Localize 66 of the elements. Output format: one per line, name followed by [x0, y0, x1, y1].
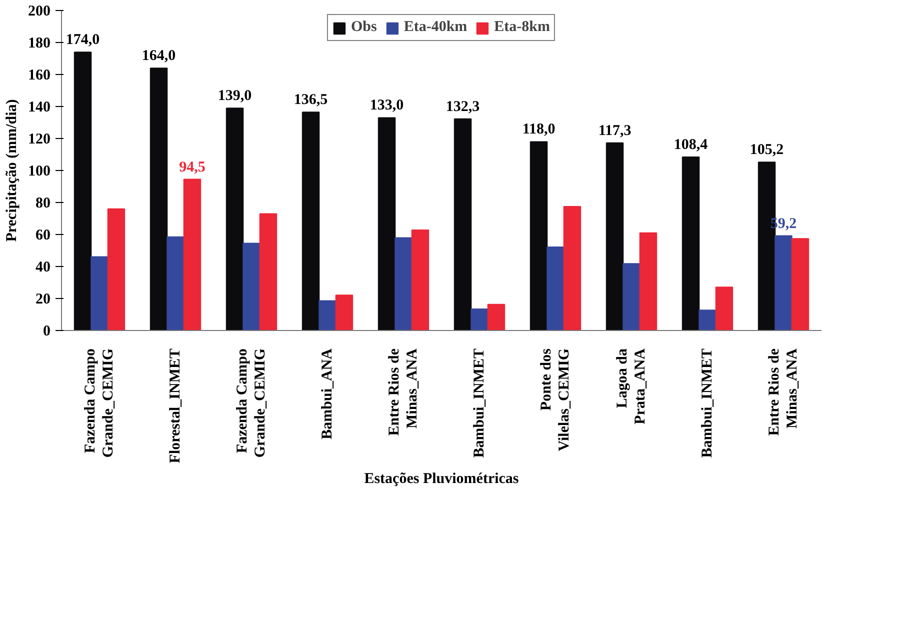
bar [470, 308, 488, 330]
y-tick-label: 120 [28, 132, 50, 148]
bar [394, 237, 412, 330]
y-tick-label: 100 [28, 164, 50, 180]
bar [183, 178, 202, 330]
x-tick-label: Florestal_INMET [168, 348, 184, 464]
bar [90, 256, 108, 330]
bar [378, 117, 396, 330]
data-label: 94,5 [179, 159, 206, 176]
x-tick-label: Lagoa da Prata_ANA [614, 348, 649, 424]
legend-label: Obs [350, 19, 377, 36]
data-label: 164,0 [142, 48, 176, 64]
x-axis-title: Estações Pluviométricas [364, 471, 519, 488]
bar [150, 68, 168, 330]
bar [546, 246, 564, 330]
y-tick-label: 40 [36, 260, 50, 276]
y-tick-label: 180 [28, 36, 50, 52]
bar [259, 213, 278, 330]
bar [318, 300, 336, 330]
y-tick-label: 160 [28, 68, 50, 84]
bar [107, 208, 126, 330]
data-label: 117,3 [598, 122, 632, 139]
bar [411, 230, 430, 330]
y-axis-title: Precipitação (mm/dia) [4, 99, 20, 242]
bar [774, 235, 792, 330]
data-label: 174,0 [66, 32, 100, 48]
y-tick-label: 20 [36, 292, 50, 308]
bar [74, 52, 92, 330]
bar [454, 118, 472, 330]
legend-label: Eta-40km [404, 19, 468, 36]
legend-label: Eta-8km [494, 19, 550, 36]
bar [530, 141, 548, 330]
bar [698, 310, 716, 330]
bar [226, 108, 244, 330]
x-tick-label: Fazenda Campo Grande_CEMIG [82, 348, 117, 458]
bar [639, 232, 658, 330]
bar [791, 238, 810, 330]
bar [606, 142, 624, 330]
data-label: 133,0 [370, 98, 404, 114]
x-tick-label: Bambui_INMET [472, 348, 488, 458]
y-tick-label: 60 [36, 228, 50, 244]
bar [302, 112, 320, 330]
data-label: 108,4 [674, 137, 708, 154]
y-tick-label: 80 [36, 196, 50, 212]
bar [335, 294, 354, 330]
data-label: 132,3 [446, 98, 480, 115]
y-tick-label: 140 [28, 100, 50, 116]
data-label: 136,5 [294, 92, 328, 108]
y-tick-label: 200 [28, 4, 50, 20]
bar [563, 206, 582, 330]
data-label: 105,2 [750, 142, 784, 158]
bar [487, 304, 506, 330]
x-tick-label: Entre Rios de Minas_ANA [766, 348, 801, 436]
bar [242, 242, 260, 330]
x-tick-label: Ponte dos Vilelas_CEMIG [538, 348, 573, 452]
y-tick-label: 0 [43, 324, 50, 340]
bar [622, 263, 640, 330]
x-tick-label: Bambui_ANA [320, 348, 336, 440]
bar [682, 156, 700, 330]
bar [166, 236, 184, 330]
data-label: 139,0 [218, 88, 252, 104]
bar [715, 286, 734, 330]
x-tick-label: Entre Rios de Minas_ANA [386, 348, 421, 436]
data-label: 118,0 [522, 122, 556, 138]
x-tick-label: Bambui_INMET [700, 348, 716, 458]
x-tick-label: Fazenda Campo Grande_CEMIG [234, 348, 269, 458]
